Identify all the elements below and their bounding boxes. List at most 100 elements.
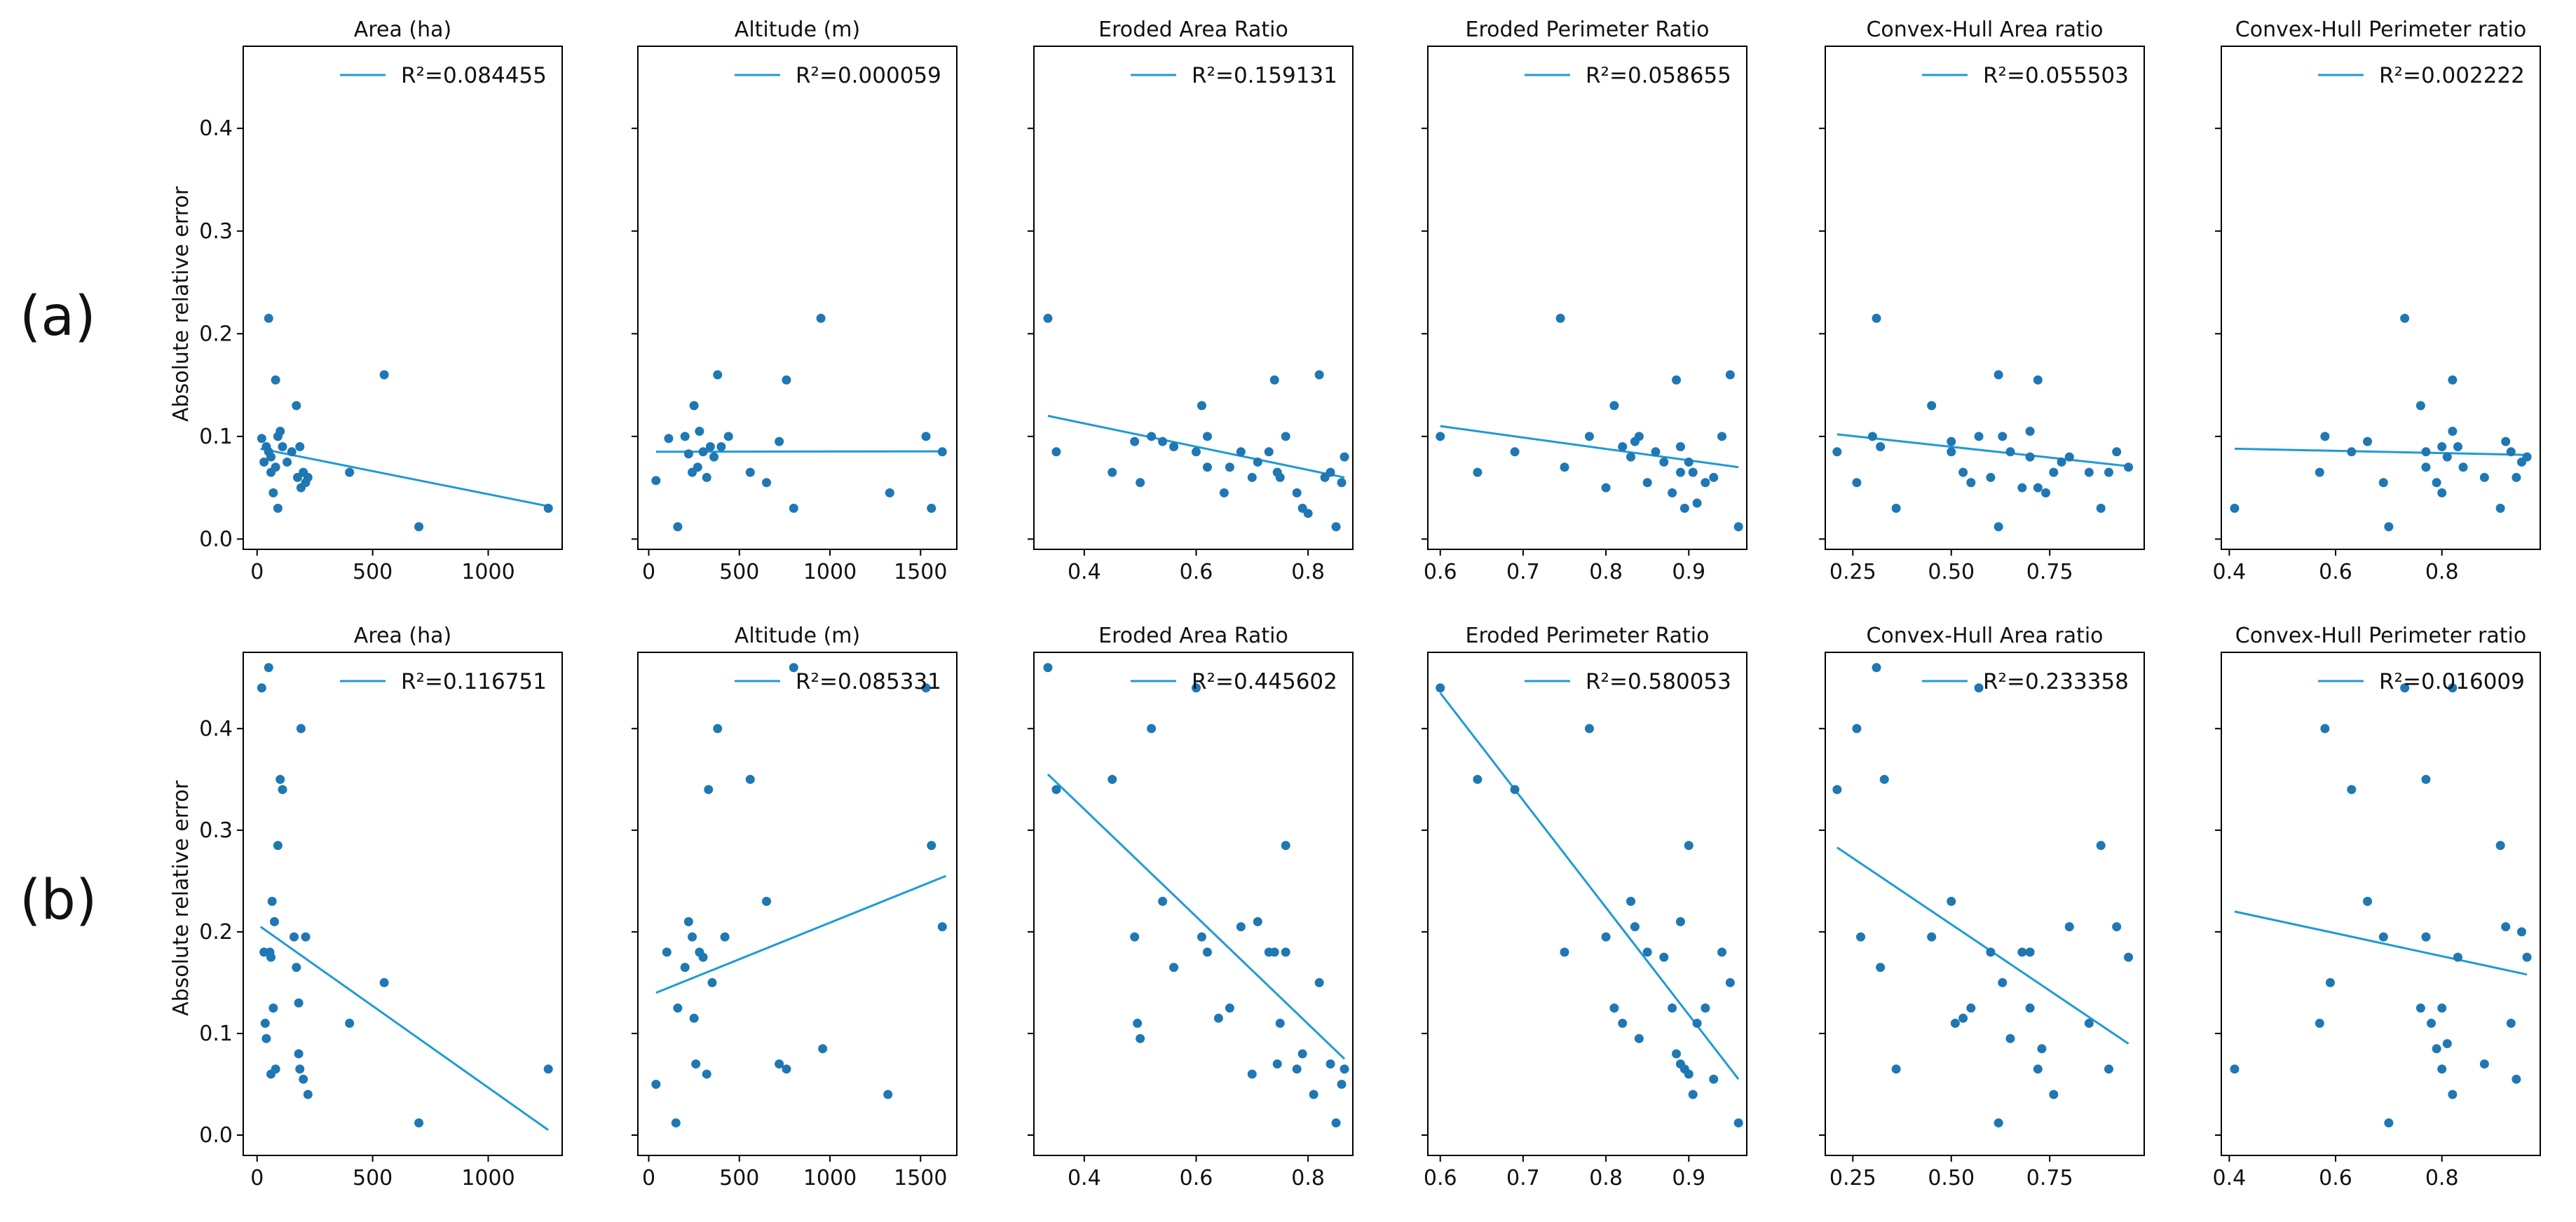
data-point <box>789 663 798 673</box>
data-point <box>275 774 285 784</box>
data-point <box>1555 313 1565 323</box>
data-point <box>698 952 708 962</box>
data-point <box>775 437 784 446</box>
data-point <box>1891 503 1901 513</box>
data-point <box>2005 1034 2015 1043</box>
data-point <box>1651 447 1661 457</box>
data-point <box>745 774 755 784</box>
data-point <box>2049 467 2059 477</box>
panel-frame <box>2221 46 2541 550</box>
data-point <box>1672 375 1682 385</box>
data-point <box>1560 947 1569 957</box>
data-point <box>2448 683 2458 693</box>
y-axis-label-a: Absolute relative error <box>169 186 193 422</box>
data-point <box>1709 472 1719 482</box>
x-tick-label: 0.6 <box>1180 1166 1213 1190</box>
data-point <box>1213 1013 1223 1023</box>
data-point <box>1642 947 1652 957</box>
data-point <box>543 1064 553 1074</box>
legend-label: R²=0.233358 <box>1983 669 2129 694</box>
data-point <box>1473 774 1483 784</box>
data-point <box>927 841 936 851</box>
panel-title: Convex-Hull Area ratio <box>1866 624 2103 648</box>
data-point <box>296 724 306 734</box>
data-point <box>303 472 313 482</box>
data-point <box>1872 663 1881 673</box>
data-point <box>1473 467 1483 477</box>
data-point <box>1675 467 1685 477</box>
panel-frame <box>243 46 563 550</box>
data-point <box>1436 683 1445 693</box>
data-point <box>295 441 305 451</box>
x-tick-label: 0.75 <box>2026 560 2073 584</box>
data-point <box>2400 683 2410 693</box>
x-tick-label: 500 <box>353 1166 393 1190</box>
data-point <box>1709 1074 1719 1084</box>
data-point <box>709 452 719 462</box>
x-tick-label: 0.8 <box>1291 1166 1325 1190</box>
data-point <box>1717 432 1727 441</box>
data-point <box>2432 478 2441 488</box>
y-tick-label: 0.0 <box>199 527 233 551</box>
data-point <box>2427 1018 2437 1028</box>
data-point <box>1510 785 1520 795</box>
data-point <box>2432 1044 2441 1054</box>
data-point <box>1247 1069 1257 1079</box>
data-point <box>2415 1003 2425 1013</box>
data-point <box>2506 1018 2516 1028</box>
data-point <box>713 370 723 380</box>
y-tick-label: 0.2 <box>199 920 233 945</box>
data-point <box>264 313 273 323</box>
data-point <box>289 932 299 942</box>
data-point <box>1601 483 1611 493</box>
data-point <box>2442 452 2452 462</box>
data-point <box>268 488 278 497</box>
data-point <box>1219 488 1229 497</box>
data-point <box>2347 785 2357 795</box>
data-point <box>1247 472 1257 482</box>
data-point <box>1158 896 1168 906</box>
data-point <box>1927 932 1937 942</box>
data-point <box>689 401 699 411</box>
data-point <box>1986 947 1996 957</box>
data-point <box>1197 932 1206 942</box>
data-point <box>1281 841 1290 851</box>
data-point <box>2437 1064 2447 1074</box>
data-point <box>789 503 798 513</box>
data-point <box>2104 467 2113 477</box>
data-point <box>270 917 280 926</box>
data-point <box>1733 522 1743 532</box>
data-point <box>1986 472 1996 482</box>
data-point <box>2041 488 2051 497</box>
data-point <box>2495 841 2505 851</box>
data-point <box>1236 447 1246 457</box>
data-point <box>693 462 702 472</box>
data-point <box>2421 462 2431 472</box>
data-point <box>2037 1044 2047 1054</box>
data-point <box>2453 441 2462 451</box>
data-point <box>1733 1118 1743 1128</box>
data-point <box>1994 1118 2003 1128</box>
data-point <box>2442 1038 2452 1048</box>
data-point <box>695 426 704 436</box>
data-point <box>1169 441 1179 451</box>
x-tick-label: 0.6 <box>2319 1166 2352 1190</box>
data-point <box>1852 724 1862 734</box>
data-point <box>2064 452 2074 462</box>
panel-title: Altitude (m) <box>735 624 860 648</box>
x-tick-label: 0.9 <box>1672 1166 1705 1190</box>
data-point <box>1275 472 1285 482</box>
row-label-a: (a) <box>20 285 96 348</box>
panel-title: Eroded Perimeter Ratio <box>1465 18 1709 42</box>
data-point <box>2501 922 2511 932</box>
panel-title: Eroded Perimeter Ratio <box>1465 624 1709 648</box>
panel-title: Eroded Area Ratio <box>1098 624 1288 648</box>
data-point <box>1701 1003 1710 1013</box>
data-point <box>271 1064 280 1074</box>
x-tick-label: 0.8 <box>1291 560 1325 584</box>
data-point <box>1679 503 1689 513</box>
data-point <box>2453 952 2462 962</box>
data-point <box>1684 457 1694 467</box>
data-point <box>1701 478 1710 488</box>
